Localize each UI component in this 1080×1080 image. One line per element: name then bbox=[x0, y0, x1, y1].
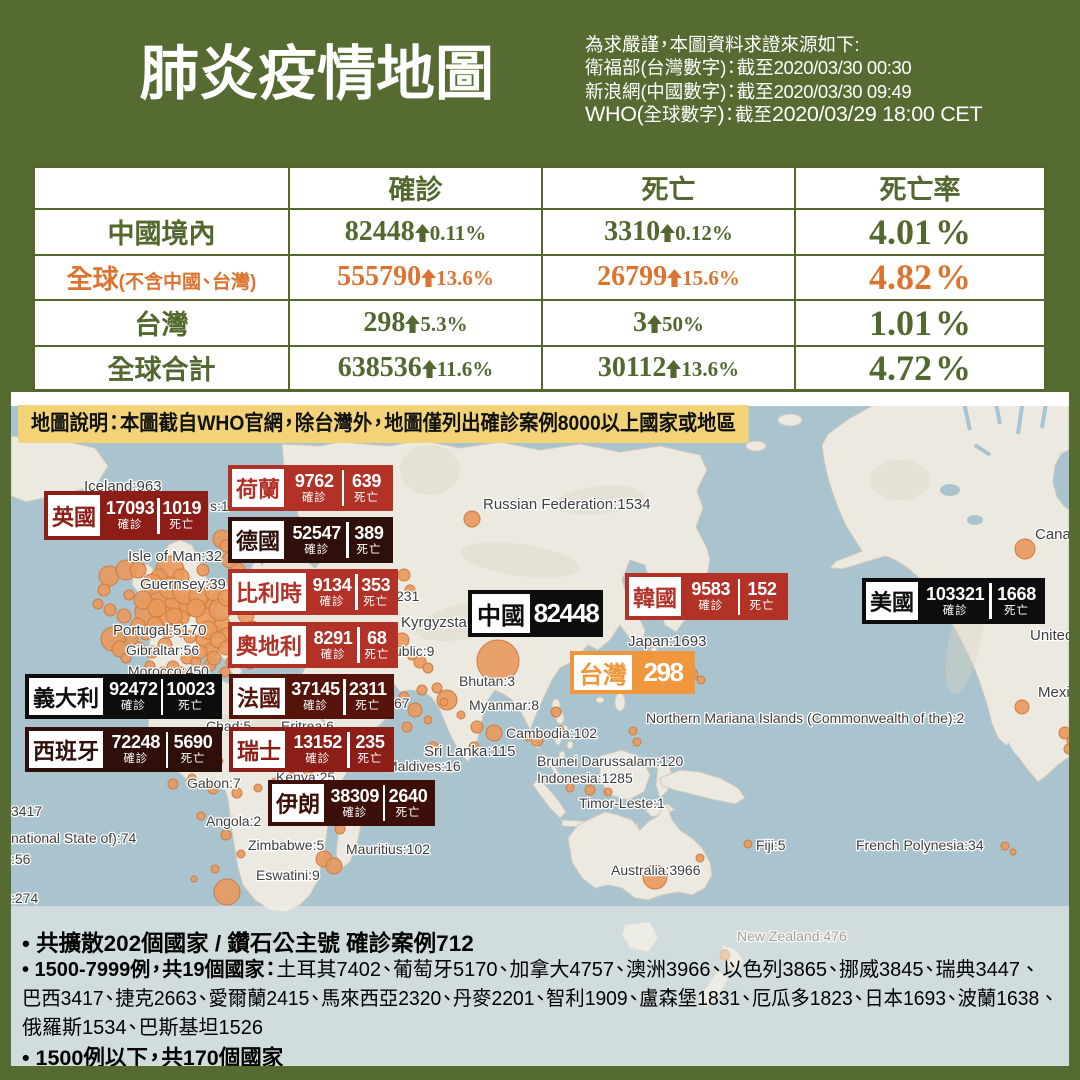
svg-text::274: :274 bbox=[11, 890, 38, 906]
svg-text:national State of):74: national State of):74 bbox=[11, 830, 137, 846]
svg-text:Sri Lanka:115: Sri Lanka:115 bbox=[424, 743, 515, 760]
svg-text::56: :56 bbox=[11, 851, 31, 867]
svg-text:French Polynesia:34: French Polynesia:34 bbox=[856, 837, 984, 853]
svg-text:Myanmar:8: Myanmar:8 bbox=[469, 697, 539, 713]
svg-text:Guernsey:39: Guernsey:39 bbox=[140, 576, 226, 593]
svg-text:231: 231 bbox=[396, 588, 420, 604]
svg-text:Japan:1693: Japan:1693 bbox=[628, 633, 706, 650]
svg-text:Zimbabwe:5: Zimbabwe:5 bbox=[248, 837, 324, 853]
svg-text:Fiji:5: Fiji:5 bbox=[756, 837, 786, 853]
svg-text:s:1: s:1 bbox=[210, 498, 229, 514]
svg-text:Angola:2: Angola:2 bbox=[206, 813, 261, 829]
svg-text:Northern Mariana Islands (Comm: Northern Mariana Islands (Commonwealth o… bbox=[646, 710, 964, 726]
svg-text:67: 67 bbox=[394, 695, 410, 711]
svg-text:Bhutan:3: Bhutan:3 bbox=[459, 673, 515, 689]
svg-text:Australia:3966: Australia:3966 bbox=[611, 862, 701, 878]
svg-text:Brunei Darussalam:120: Brunei Darussalam:120 bbox=[537, 753, 684, 769]
svg-text:Mexic: Mexic bbox=[1038, 684, 1069, 701]
svg-text:Gibraltar:56: Gibraltar:56 bbox=[126, 642, 199, 658]
svg-text:Eswatini:9: Eswatini:9 bbox=[256, 867, 320, 883]
svg-text:Portugal:5170: Portugal:5170 bbox=[113, 622, 206, 639]
svg-text:Gabon:7: Gabon:7 bbox=[187, 775, 241, 791]
svg-text:Cambodia:102: Cambodia:102 bbox=[506, 725, 597, 741]
svg-text:Kyrgyzsta: Kyrgyzsta bbox=[401, 614, 468, 631]
svg-text:Mauritius:102: Mauritius:102 bbox=[346, 841, 430, 857]
svg-text:United: United bbox=[1030, 627, 1069, 644]
svg-text:Cana: Cana bbox=[1035, 526, 1069, 543]
svg-text:Timor-Leste:1: Timor-Leste:1 bbox=[579, 795, 665, 811]
svg-text:3417: 3417 bbox=[11, 803, 42, 819]
svg-text:Russian Federation:1534: Russian Federation:1534 bbox=[483, 496, 651, 513]
svg-text:Maldives:16: Maldives:16 bbox=[386, 758, 461, 774]
svg-text:Indonesia:1285: Indonesia:1285 bbox=[537, 770, 633, 786]
svg-text:Isle of Man:32: Isle of Man:32 bbox=[128, 548, 222, 565]
svg-text:ublic:9: ublic:9 bbox=[394, 643, 435, 659]
